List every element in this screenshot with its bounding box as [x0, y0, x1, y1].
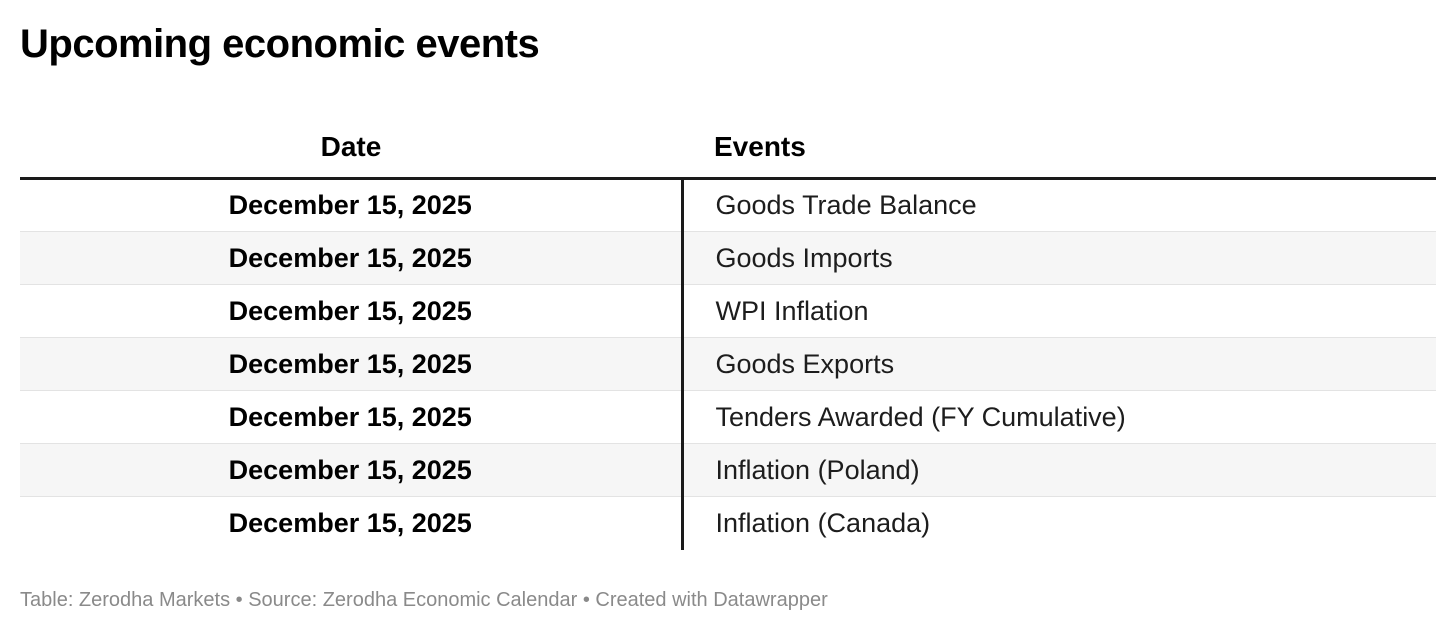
column-header-events: Events [682, 111, 1436, 180]
event-cell: Goods Exports [680, 337, 1436, 391]
table-row: December 15, 2025 Inflation (Poland) [20, 443, 1436, 497]
date-cell: December 15, 2025 [20, 390, 682, 444]
event-cell: Tenders Awarded (FY Cumulative) [680, 390, 1436, 444]
event-cell: Goods Trade Balance [680, 178, 1436, 232]
economic-events-table: Date Events December 15, 2025 Goods Trad… [20, 111, 1436, 550]
event-cell: WPI Inflation [680, 284, 1436, 338]
table-header-row: Date Events [20, 111, 1436, 180]
event-cell: Inflation (Poland) [680, 443, 1436, 497]
table-row: December 15, 2025 Goods Imports [20, 231, 1436, 285]
event-cell: Inflation (Canada) [680, 496, 1436, 550]
datawrapper-table-card: Upcoming economic events Date Events Dec… [20, 22, 1436, 611]
date-cell: December 15, 2025 [20, 284, 682, 338]
date-cell: December 15, 2025 [20, 443, 682, 497]
table-row: December 15, 2025 Goods Trade Balance [20, 178, 1436, 232]
date-cell: December 15, 2025 [228, 190, 472, 220]
attribution-footer: Table: Zerodha Markets • Source: Zerodha… [20, 588, 828, 611]
page-title: Upcoming economic events [20, 22, 540, 66]
date-cell: December 15, 2025 [20, 337, 682, 391]
table-row: December 15, 2025 Inflation (Canada) [20, 496, 1436, 550]
table-row: December 15, 2025 Goods Exports [20, 337, 1436, 391]
column-header-date: Date [20, 111, 682, 180]
date-cell: December 15, 2025 [20, 231, 682, 285]
table-row: December 15, 2025 WPI Inflation [20, 284, 1436, 338]
date-cell: December 15, 2025 [20, 496, 682, 550]
table-row: December 15, 2025 Tenders Awarded (FY Cu… [20, 390, 1436, 444]
event-cell: Goods Imports [680, 231, 1436, 285]
